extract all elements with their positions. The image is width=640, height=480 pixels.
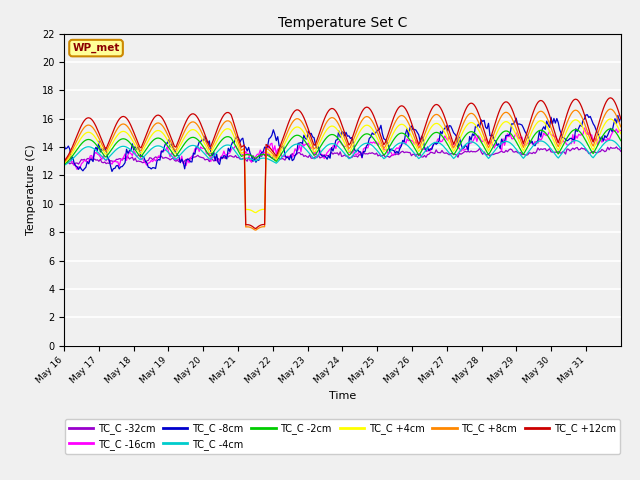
Title: Temperature Set C: Temperature Set C <box>278 16 407 30</box>
TC_C -8cm <box>616 119 623 124</box>
TC_C +4cm <box>348 145 356 151</box>
TC_C +4cm <box>617 131 625 137</box>
TC_C +12cm <box>348 136 356 142</box>
Line: TC_C -16cm: TC_C -16cm <box>64 128 621 169</box>
TC_C +4cm <box>541 121 549 127</box>
TC_C -8cm <box>458 145 466 151</box>
TC_C +12cm <box>541 102 549 108</box>
TC_C -2cm <box>79 139 87 145</box>
Line: TC_C -2cm: TC_C -2cm <box>64 129 621 164</box>
TC_C -32cm <box>348 155 356 160</box>
TC_C +4cm <box>252 210 260 216</box>
TC_C -2cm <box>607 126 614 132</box>
TC_C -8cm <box>541 127 549 132</box>
TC_C -32cm <box>60 156 68 162</box>
TC_C -4cm <box>97 152 104 158</box>
TC_C +12cm <box>252 226 260 231</box>
TC_C -32cm <box>541 146 549 152</box>
TC_C -32cm <box>616 146 623 152</box>
TC_C -2cm <box>617 138 625 144</box>
Legend: TC_C -32cm, TC_C -16cm, TC_C -8cm, TC_C -4cm, TC_C -2cm, TC_C +4cm, TC_C +8cm, T: TC_C -32cm, TC_C -16cm, TC_C -8cm, TC_C … <box>65 419 620 454</box>
TC_C +8cm <box>252 227 260 233</box>
Line: TC_C +12cm: TC_C +12cm <box>64 98 621 228</box>
Line: TC_C -4cm: TC_C -4cm <box>64 140 621 165</box>
TC_C +8cm <box>541 112 549 118</box>
TC_C -16cm <box>617 128 625 133</box>
TC_C -4cm <box>607 137 614 143</box>
X-axis label: Time: Time <box>329 391 356 401</box>
TC_C +12cm <box>79 120 87 126</box>
TC_C -8cm <box>348 134 356 140</box>
TC_C -4cm <box>79 146 87 152</box>
TC_C +8cm <box>616 120 623 126</box>
TC_C +8cm <box>79 126 87 132</box>
TC_C -32cm <box>98 159 106 165</box>
Line: TC_C -32cm: TC_C -32cm <box>64 147 621 165</box>
TC_C -4cm <box>614 142 621 148</box>
TC_C +4cm <box>458 130 466 136</box>
TC_C -16cm <box>98 156 106 162</box>
TC_C -8cm <box>617 115 625 120</box>
TC_C +8cm <box>60 159 68 165</box>
TC_C -2cm <box>97 147 104 153</box>
TC_C -4cm <box>346 155 354 161</box>
Y-axis label: Temperature (C): Temperature (C) <box>26 144 36 235</box>
TC_C -32cm <box>70 162 78 168</box>
TC_C +12cm <box>97 134 104 140</box>
TC_C +12cm <box>60 158 68 164</box>
TC_C +4cm <box>607 116 614 122</box>
TC_C -2cm <box>60 161 68 167</box>
Line: TC_C +8cm: TC_C +8cm <box>64 109 621 230</box>
TC_C -8cm <box>584 112 591 118</box>
TC_C -32cm <box>612 144 620 150</box>
TC_C +4cm <box>60 160 68 166</box>
TC_C -16cm <box>458 146 466 152</box>
TC_C -16cm <box>541 132 549 138</box>
TC_C +8cm <box>458 123 466 129</box>
TC_C +4cm <box>616 128 623 133</box>
Line: TC_C +4cm: TC_C +4cm <box>64 119 621 213</box>
TC_C +8cm <box>607 106 614 112</box>
TC_C -2cm <box>540 129 548 134</box>
TC_C -4cm <box>457 147 465 153</box>
TC_C +12cm <box>458 115 466 121</box>
TC_C +8cm <box>617 124 625 130</box>
TC_C -16cm <box>580 125 588 131</box>
TC_C +12cm <box>607 95 614 101</box>
TC_C -4cm <box>540 139 548 144</box>
TC_C -8cm <box>108 168 116 174</box>
TC_C -2cm <box>346 151 354 157</box>
Text: WP_met: WP_met <box>72 43 120 53</box>
TC_C +4cm <box>79 133 87 139</box>
TC_C -16cm <box>616 128 623 133</box>
TC_C +12cm <box>617 116 625 122</box>
TC_C -32cm <box>81 156 88 162</box>
TC_C -4cm <box>617 145 625 151</box>
TC_C -32cm <box>458 151 466 156</box>
TC_C -16cm <box>81 157 88 163</box>
Line: TC_C -8cm: TC_C -8cm <box>64 115 621 171</box>
TC_C -8cm <box>97 149 104 155</box>
TC_C -32cm <box>617 148 625 154</box>
TC_C +4cm <box>97 143 104 149</box>
TC_C +8cm <box>97 138 104 144</box>
TC_C -8cm <box>79 168 87 174</box>
TC_C +8cm <box>348 141 356 146</box>
TC_C -16cm <box>60 153 68 159</box>
TC_C +12cm <box>616 111 623 117</box>
TC_C -16cm <box>73 167 81 172</box>
TC_C -16cm <box>348 151 356 156</box>
TC_C -2cm <box>457 140 465 145</box>
TC_C -2cm <box>614 132 621 138</box>
TC_C -4cm <box>60 162 68 168</box>
TC_C -8cm <box>60 142 68 148</box>
